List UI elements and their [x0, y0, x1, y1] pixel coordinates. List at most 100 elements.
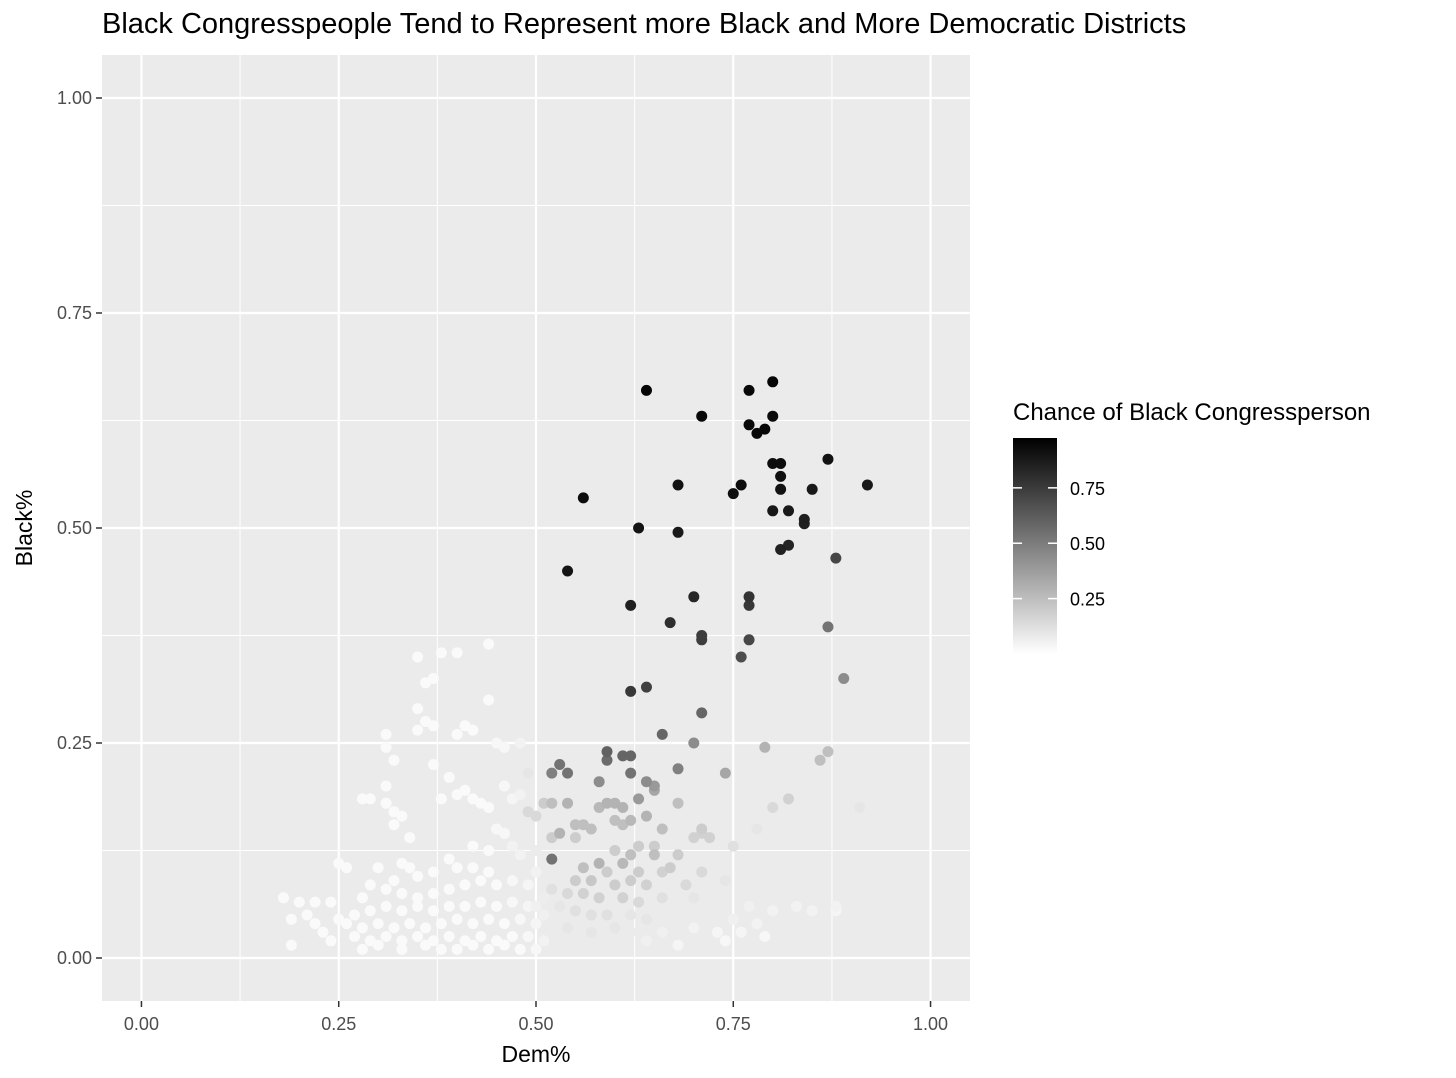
- data-point: [617, 935, 629, 947]
- x-axis-ticks: 0.00 0.25 0.50 0.75 1.00: [124, 1001, 948, 1034]
- data-point: [609, 845, 621, 856]
- data-point: [530, 943, 542, 955]
- data-point: [506, 896, 518, 908]
- data-point: [688, 832, 700, 844]
- data-point: [806, 905, 818, 917]
- data-point: [743, 591, 755, 603]
- data-point: [633, 866, 645, 878]
- data-point: [696, 634, 708, 646]
- data-point: [625, 685, 637, 697]
- data-point: [285, 939, 297, 951]
- data-point: [364, 879, 376, 891]
- data-point: [435, 943, 447, 955]
- data-point: [514, 849, 526, 861]
- data-point: [451, 789, 463, 801]
- data-point: [648, 840, 660, 852]
- chart-title: Black Congresspeople Tend to Represent m…: [102, 8, 1186, 40]
- data-point: [522, 931, 534, 942]
- data-point: [522, 832, 534, 844]
- y-tick-label: 0.50: [57, 518, 92, 538]
- data-point: [775, 544, 787, 555]
- data-point: [451, 913, 463, 925]
- data-point: [483, 638, 495, 650]
- data-point: [759, 741, 771, 753]
- data-point: [364, 905, 376, 917]
- data-point: [806, 483, 818, 495]
- data-point: [569, 905, 581, 917]
- data-point: [585, 875, 597, 887]
- data-point: [349, 931, 361, 942]
- data-point: [451, 943, 463, 955]
- data-point: [396, 935, 408, 947]
- data-point: [530, 845, 542, 856]
- data-point: [719, 935, 731, 947]
- y-tick-label: 0.75: [57, 303, 92, 323]
- data-point: [775, 470, 787, 482]
- data-point: [380, 900, 392, 912]
- data-point: [640, 681, 652, 693]
- data-point: [585, 926, 597, 938]
- data-point: [388, 754, 400, 766]
- data-point: [838, 673, 850, 684]
- data-point: [633, 793, 645, 805]
- data-point: [325, 935, 337, 947]
- data-point: [633, 896, 645, 908]
- data-point: [783, 505, 795, 517]
- data-point: [688, 922, 700, 934]
- legend-label: 0.25: [1070, 590, 1105, 610]
- data-point: [498, 918, 510, 930]
- data-point: [688, 892, 700, 904]
- data-point: [554, 827, 566, 839]
- legend-label: 0.75: [1070, 479, 1105, 499]
- data-point: [538, 797, 550, 809]
- data-point: [467, 840, 479, 852]
- data-point: [601, 797, 613, 809]
- data-point: [467, 939, 479, 951]
- data-point: [498, 939, 510, 951]
- data-point: [562, 888, 574, 899]
- data-point: [546, 767, 558, 779]
- data-point: [767, 905, 779, 917]
- data-point: [388, 922, 400, 934]
- data-point: [562, 767, 574, 779]
- data-point: [775, 458, 787, 469]
- data-point: [783, 866, 795, 878]
- data-point: [790, 900, 802, 912]
- x-tick-label: 1.00: [913, 1014, 948, 1034]
- data-point: [625, 750, 637, 762]
- data-point: [822, 746, 834, 758]
- data-point: [569, 819, 581, 831]
- data-point: [640, 913, 652, 925]
- data-point: [569, 939, 581, 951]
- data-point: [372, 862, 384, 874]
- data-point: [467, 724, 479, 736]
- data-point: [404, 832, 416, 844]
- x-tick-label: 0.50: [518, 1014, 553, 1034]
- data-point: [530, 918, 542, 930]
- legend-colorbar: [1013, 438, 1057, 654]
- data-point: [396, 810, 408, 822]
- data-point: [640, 935, 652, 947]
- data-point: [388, 819, 400, 831]
- data-point: [656, 823, 668, 835]
- data-point: [380, 931, 392, 942]
- data-point: [593, 935, 605, 947]
- data-point: [664, 617, 676, 629]
- data-point: [680, 879, 692, 891]
- y-axis-title: Black%: [11, 490, 37, 567]
- data-point: [672, 526, 684, 538]
- data-point: [633, 522, 645, 534]
- data-point: [617, 750, 629, 762]
- data-point: [467, 918, 479, 930]
- data-point: [427, 888, 439, 899]
- data-point: [356, 922, 368, 934]
- legend-label: 0.50: [1070, 534, 1105, 554]
- y-tick-label: 0.25: [57, 733, 92, 753]
- data-point: [459, 879, 471, 891]
- data-point: [412, 900, 424, 912]
- data-point: [609, 922, 621, 934]
- data-point: [475, 931, 487, 942]
- data-point: [601, 866, 613, 878]
- data-point: [491, 879, 503, 891]
